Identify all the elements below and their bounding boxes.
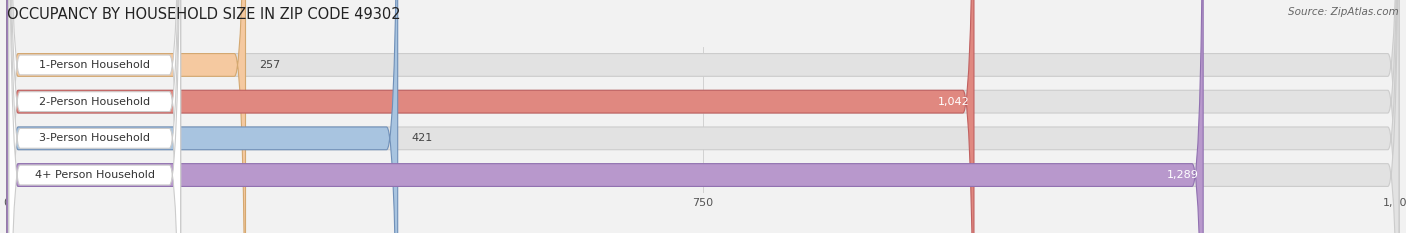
Text: 257: 257 (260, 60, 281, 70)
FancyBboxPatch shape (8, 0, 180, 233)
FancyBboxPatch shape (7, 0, 398, 233)
FancyBboxPatch shape (7, 0, 974, 233)
FancyBboxPatch shape (7, 0, 1399, 233)
Text: 1-Person Household: 1-Person Household (39, 60, 150, 70)
Text: 421: 421 (412, 133, 433, 143)
Text: 1,042: 1,042 (938, 97, 969, 107)
Text: 2-Person Household: 2-Person Household (39, 97, 150, 107)
FancyBboxPatch shape (8, 0, 180, 233)
Text: 4+ Person Household: 4+ Person Household (35, 170, 155, 180)
FancyBboxPatch shape (7, 0, 1204, 233)
Text: 1,289: 1,289 (1167, 170, 1198, 180)
Text: Source: ZipAtlas.com: Source: ZipAtlas.com (1288, 7, 1399, 17)
FancyBboxPatch shape (7, 0, 246, 233)
FancyBboxPatch shape (8, 0, 180, 233)
FancyBboxPatch shape (8, 0, 180, 233)
FancyBboxPatch shape (7, 0, 1399, 233)
FancyBboxPatch shape (7, 0, 1399, 233)
FancyBboxPatch shape (7, 0, 1399, 233)
Text: OCCUPANCY BY HOUSEHOLD SIZE IN ZIP CODE 49302: OCCUPANCY BY HOUSEHOLD SIZE IN ZIP CODE … (7, 7, 401, 22)
Text: 3-Person Household: 3-Person Household (39, 133, 150, 143)
